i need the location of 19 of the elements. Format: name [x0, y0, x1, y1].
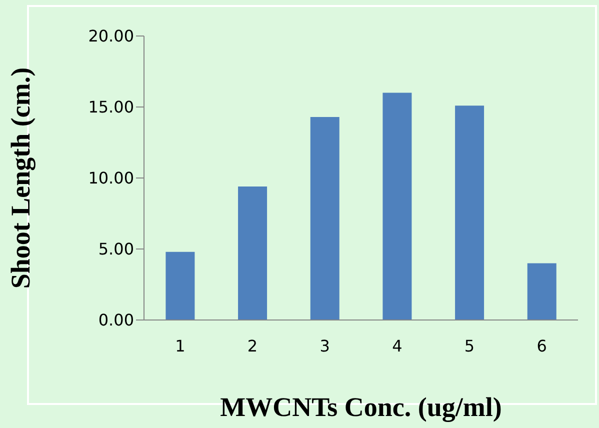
bar: [455, 106, 484, 320]
bar: [166, 252, 195, 320]
x-tick-label: 4: [392, 336, 402, 356]
bar: [527, 263, 556, 320]
x-tick-label: 5: [464, 336, 475, 356]
y-axis-title: Shoot Length (cm.): [6, 67, 36, 289]
y-tick-label: 5.00: [98, 240, 134, 259]
y-tick-label: 15.00: [88, 98, 134, 117]
y-tick-label: 10.00: [88, 168, 134, 188]
x-tick-label: 2: [247, 336, 258, 356]
x-tick-label: 1: [175, 336, 186, 356]
bar: [310, 116, 340, 320]
y-tick-label: 20.00: [88, 26, 134, 46]
x-tick-label: 3: [320, 336, 330, 356]
bar: [382, 92, 412, 320]
x-axis-title: MWCNTs Conc. (ug/ml): [220, 392, 502, 422]
x-tick-label: 6: [536, 336, 547, 356]
y-tick-label: 0.00: [98, 310, 134, 330]
bar: [238, 186, 268, 320]
